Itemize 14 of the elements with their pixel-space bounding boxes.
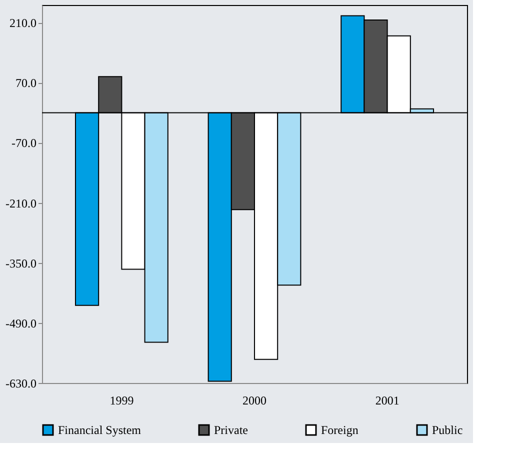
x-tick-label: 2000 bbox=[242, 394, 266, 408]
legend-label: Public bbox=[432, 423, 463, 437]
y-tick-label: 70.0 bbox=[16, 76, 36, 90]
y-tick-label: -70.0 bbox=[12, 136, 36, 150]
legend-label: Financial System bbox=[58, 423, 142, 437]
y-tick-label: -490.0 bbox=[6, 316, 36, 330]
y-tick-label: -630.0 bbox=[6, 376, 36, 390]
x-tick-label: 2001 bbox=[375, 394, 400, 408]
y-tick-label: 210.0 bbox=[10, 16, 36, 30]
y-tick-label: -350.0 bbox=[6, 256, 36, 270]
legend-label: Private bbox=[214, 423, 248, 437]
x-tick-label: 1999 bbox=[110, 394, 134, 408]
legend-label: Foreign bbox=[321, 423, 358, 437]
y-tick-label: -210.0 bbox=[6, 196, 36, 210]
